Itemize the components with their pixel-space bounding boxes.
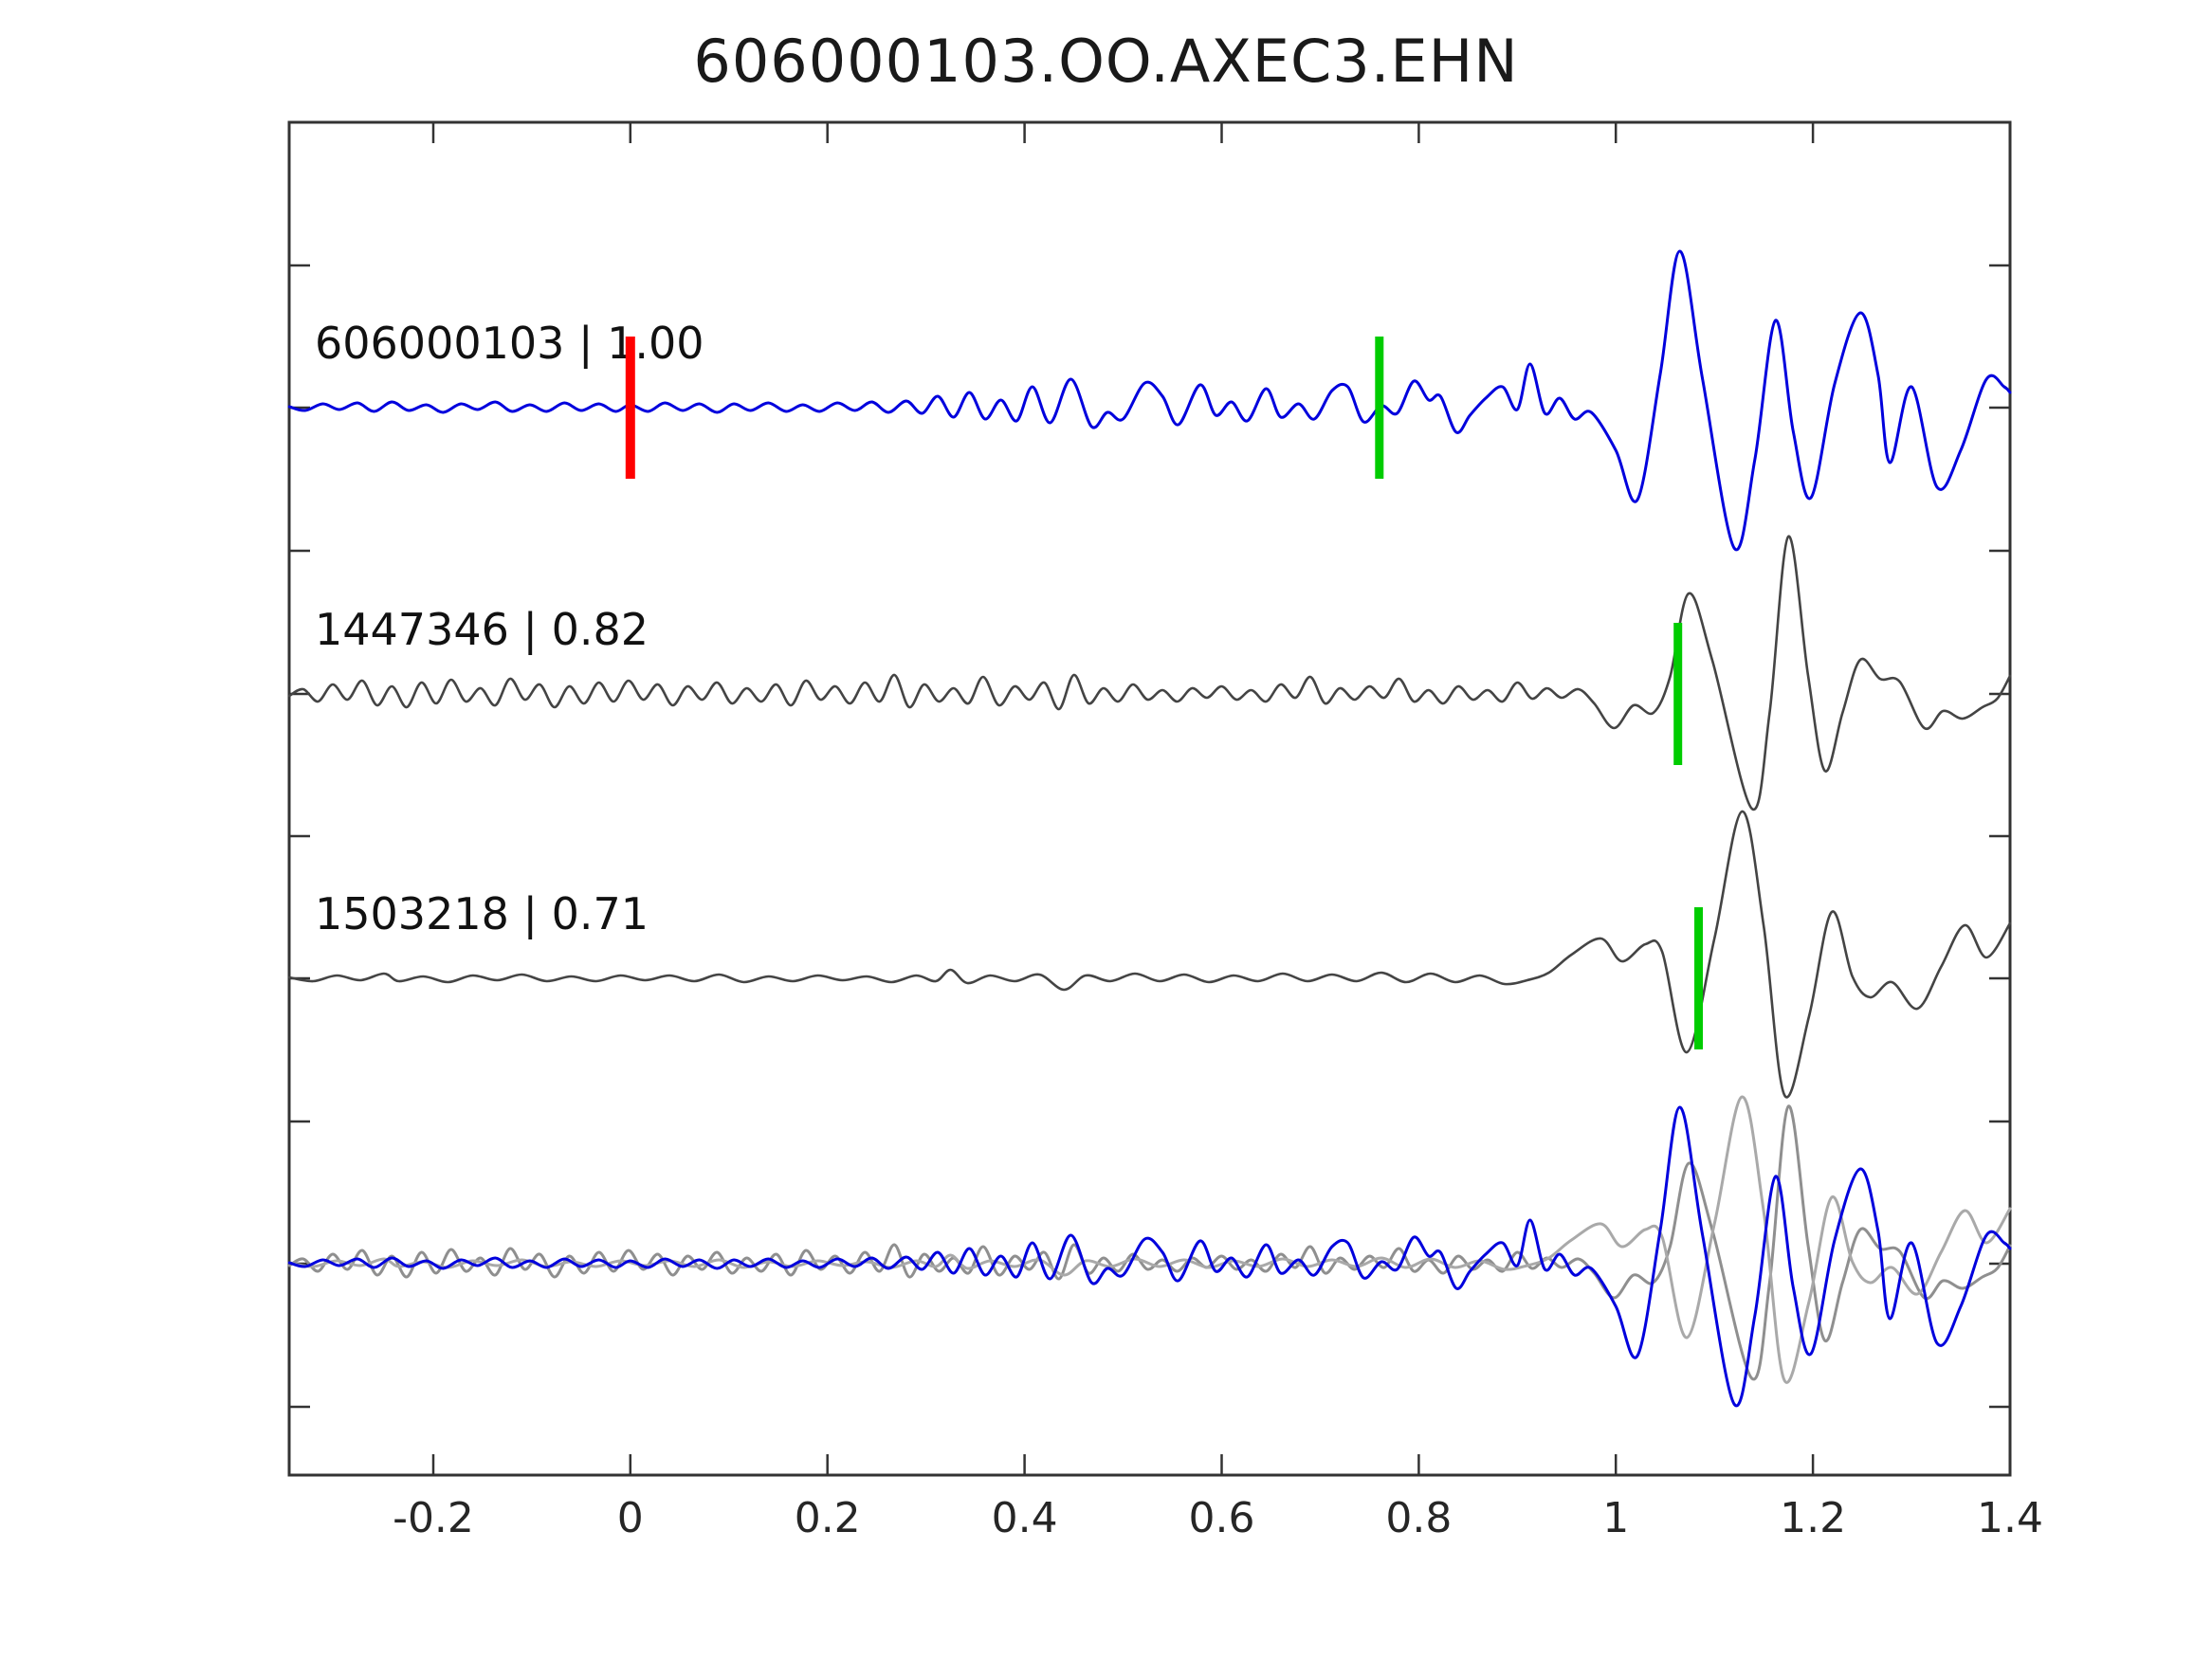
- trace-label-1503218: 1503218 | 0.71: [315, 888, 649, 940]
- x-tick-label: 0: [617, 1494, 644, 1542]
- trace-1447346: [287, 535, 2012, 811]
- x-tick-label: 0.2: [795, 1494, 861, 1542]
- x-tick-label: 1.4: [1977, 1494, 2043, 1542]
- trace-606000103: [287, 249, 2012, 552]
- overlay-trace-606000103: [287, 1105, 2012, 1408]
- x-tick-label: 0.6: [1189, 1494, 1255, 1542]
- pick-marker-606000103: [1375, 337, 1384, 479]
- x-tick-label: -0.2: [393, 1494, 474, 1542]
- x-tick-label: 0.4: [992, 1494, 1058, 1542]
- x-tick-label: 1: [1602, 1494, 1629, 1542]
- pick-marker-1447346: [1673, 623, 1683, 765]
- trace-label-606000103: 606000103 | 1.00: [315, 318, 704, 370]
- plot-title: 606000103.OO.AXEC3.EHN: [693, 27, 1519, 96]
- origin-marker-606000103: [625, 337, 635, 479]
- plot-border: [287, 120, 2012, 1477]
- x-tick-label: 0.8: [1385, 1494, 1452, 1542]
- x-tick-label: 1.2: [1780, 1494, 1846, 1542]
- pick-marker-1503218: [1694, 907, 1703, 1049]
- trace-1503218: [287, 810, 2012, 1099]
- trace-label-1447346: 1447346 | 0.82: [315, 604, 649, 656]
